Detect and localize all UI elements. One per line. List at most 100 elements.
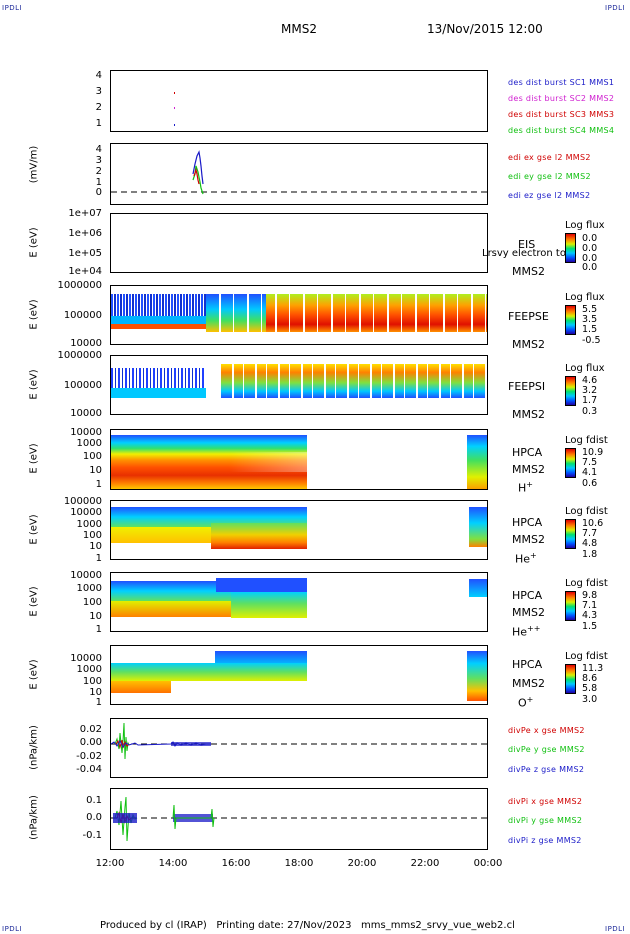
hpca-o-species-sup: + [526,695,534,704]
feepsi-instrument: FEEPSI [508,380,546,393]
hpca-o-cbar-label-4: 3.0 [582,693,598,705]
hpca-o-panel [110,645,488,705]
des-legend-sc3: des dist burst SC3 MMS3 [508,110,615,119]
hpca-hepp-mid-late [231,592,307,618]
edi-legend-ez: edi ez gse l2 MMS2 [508,191,591,200]
hpca-o-tick-1e3: 1000 [76,664,102,675]
edi-legend-ey: edi ey gse l2 MMS2 [508,172,591,181]
feepsi-tick-1e5: 100000 [63,380,102,391]
hpca-h-ylabel: E (eV) [28,443,40,474]
hpca-o-cbar-label-1: 11.3 [582,663,604,674]
eis-panel [110,213,488,273]
feepsi-cbar-labels: 4.6 3.2 1.7 0.3 [582,375,598,417]
hpca-he-panel [110,500,488,560]
divpe-legend-y: divPe y gse MMS2 [508,745,585,754]
eis-cbar-label-2: 0.0 [582,243,598,255]
x-tick-1800: 18:00 [284,858,314,869]
eis-species: Lrsvy electron to [482,248,566,259]
hpca-he-ylabel: E (eV) [28,514,40,545]
hpca-o-ylabel: E (eV) [28,659,40,690]
hpca-hepp-colorbar [565,591,576,621]
divpe-y-trace [114,722,130,760]
feepse-colorbar [565,305,576,335]
hpca-h-tick-1e3: 1000 [76,438,102,449]
hpca-hepp-late [469,579,487,597]
hpca-h-species-base: H [518,481,527,495]
hpca-he-tick-1: 1 [95,553,102,564]
hpca-hepp-species-sup: ++ [527,624,541,633]
divpe-tick-neg0.02: -0.02 [76,751,102,762]
hpca-o-cbar-label-2: 8.6 [582,673,598,685]
divpi-y-trace-mid [172,804,215,830]
edi-tick-3: 3 [95,155,102,166]
eis-tick-1e6: 1e+06 [68,228,102,239]
hpca-h-cbar-title: Log fdist [565,435,608,446]
eis-colorbar [565,233,576,263]
des-tick-2: 2 [95,102,102,113]
feepse-cbar-label-2: 3.5 [582,314,598,326]
hpca-h-panel [110,429,488,490]
hpca-he-mid-early [111,527,211,543]
feepse-cbar-title: Log flux [565,292,605,303]
divpe-ylabel: (nPa/km) [28,725,40,770]
divpi-legend-y: divPi y gse MMS2 [508,816,583,825]
spacecraft-title: MMS2 [281,22,317,36]
hpca-he-species-base: He [515,552,531,566]
eis-ylabel: E (eV) [28,227,40,258]
corner-label-bottom-right: IPDLI [605,925,626,933]
hpca-o-cbar-title: Log fdist [565,651,608,662]
hpca-o-mid [111,663,307,681]
hpca-h-species-sup: + [526,480,533,489]
hpca-hepp-tick-1e1: 10 [89,611,102,622]
feepse-cbar-label-4: -0.5 [582,334,601,346]
hpca-h-tick-1: 1 [95,479,102,490]
hpca-he-sc: MMS2 [512,533,545,546]
hpca-h-cbar-labels: 10.9 7.5 4.1 0.6 [582,447,603,489]
hpca-hepp-panel [110,572,488,632]
hpca-he-cbar-label-4: 1.8 [582,548,598,560]
feepse-cbar-label-1: 5.5 [582,304,598,315]
feepse-cbar-label-3: 1.5 [582,324,598,336]
edi-ez-trace [192,150,204,185]
eis-cbar-labels: 0.0 0.0 0.0 [582,233,598,265]
feepse-sc: MMS2 [512,338,545,351]
hpca-hepp-ylabel: E (eV) [28,586,40,617]
feepse-early-cyan [111,316,206,324]
hpca-hepp-cbar-label-2: 7.1 [582,600,598,612]
hpca-o-late [467,651,487,701]
hpca-he-mid-late [211,523,307,549]
feepsi-tick-1e4: 10000 [70,408,102,419]
hpca-he-colorbar [565,519,576,549]
plot-datetime: 13/Nov/2015 12:00 [427,22,543,36]
divpe-legend-x: divPe x gse MMS2 [508,726,585,735]
feepsi-tick-1e6: 1000000 [57,350,102,361]
divpe-panel [110,718,488,778]
divpe-tick-0.00: 0.00 [79,737,102,748]
hpca-he-tick-1e5: 100000 [63,496,102,507]
hpca-hepp-tick-1e4: 10000 [70,570,102,581]
feepsi-cbar-label-2: 3.2 [582,385,598,397]
hpca-h-sc: MMS2 [512,463,545,476]
hpca-hepp-cbar-label-3: 4.3 [582,610,598,622]
hpca-he-species: He+ [515,551,537,566]
feepse-ylabel: E (eV) [28,299,40,330]
eis-tick-1e7: 1e+07 [68,208,102,219]
edi-ylabel: (mV/m) [28,145,40,184]
edi-plot-svg [111,150,487,195]
hpca-hepp-tick-1: 1 [95,624,102,635]
eis-cbar-label-4: 0.0 [582,262,598,273]
hpca-h-tick-1e2: 100 [82,451,102,462]
hpca-o-instrument: HPCA [512,658,543,671]
hpca-he-species-sup: + [530,551,537,560]
feepsi-panel [110,355,488,415]
divpi-legend-x: divPi x gse MMS2 [508,797,583,806]
des-point-sc2 [174,107,175,109]
hpca-o-tick-1e1: 10 [89,687,102,698]
eis-sc: MMS2 [512,265,545,278]
hpca-he-cbar-labels: 10.6 7.7 4.8 1.8 [582,518,603,560]
divpe-z-block [171,742,211,746]
hpca-he-cbar-label-3: 4.8 [582,538,598,550]
des-legend-sc4: des dist burst SC4 MMS4 [508,126,615,135]
corner-label-top-left: IPDLI [2,4,23,12]
eis-cbar-title: Log flux [565,220,605,231]
